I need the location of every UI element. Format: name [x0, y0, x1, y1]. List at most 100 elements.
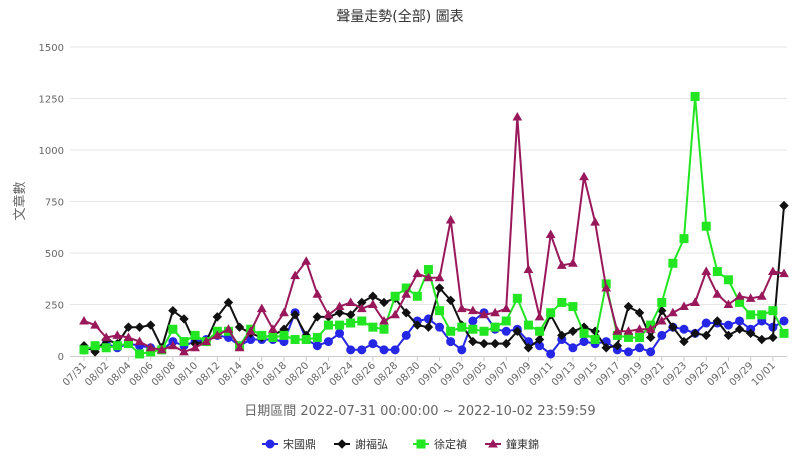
data-point	[212, 330, 223, 339]
data-point	[701, 266, 712, 276]
data-point	[745, 328, 756, 339]
data-point	[334, 301, 345, 311]
data-point	[412, 268, 423, 278]
legend-label: 謝福弘	[355, 437, 388, 451]
data-point	[379, 324, 389, 334]
data-point	[401, 289, 412, 298]
data-point	[468, 305, 478, 315]
data-point	[756, 291, 767, 300]
data-point	[368, 291, 378, 301]
data-point	[356, 303, 367, 313]
x-tick-label: 09/11	[528, 360, 556, 388]
x-tick-label: 09/21	[639, 360, 667, 388]
data-point	[145, 342, 156, 352]
x-tick-label: 09/05	[461, 360, 489, 388]
data-point	[523, 320, 533, 330]
data-point	[568, 258, 578, 267]
legend-item[interactable]: 徐定禎	[413, 437, 467, 451]
data-point	[323, 320, 333, 330]
data-point	[745, 293, 756, 302]
data-point	[757, 334, 767, 345]
x-tick-label: 08/10	[172, 360, 200, 388]
x-tick-label: 08/02	[83, 360, 111, 388]
x-axis-ticks: 07/3108/0208/0408/0608/0808/1008/1208/14…	[61, 356, 778, 389]
data-point	[757, 310, 767, 320]
data-point	[434, 272, 445, 282]
data-point	[412, 320, 423, 330]
data-point	[390, 309, 400, 319]
data-point	[190, 342, 200, 352]
data-point	[223, 297, 234, 308]
data-point	[601, 343, 611, 353]
data-point	[556, 260, 567, 269]
data-point	[468, 336, 478, 347]
data-point	[456, 303, 467, 313]
data-point	[190, 330, 200, 340]
data-point	[690, 297, 700, 306]
data-point	[435, 306, 445, 316]
data-point	[445, 215, 456, 224]
x-tick-label: 09/29	[728, 360, 756, 388]
data-point	[145, 320, 156, 330]
x-tick-label: 08/08	[150, 360, 178, 388]
data-point	[612, 340, 623, 351]
data-point	[123, 332, 134, 341]
data-point	[423, 322, 434, 332]
data-point	[712, 316, 723, 326]
legend-item[interactable]: 鐘東錦	[485, 437, 539, 451]
data-point	[679, 301, 689, 311]
x-tick-label: 08/04	[105, 360, 133, 388]
data-point	[446, 337, 456, 347]
legend-symbol	[488, 438, 498, 448]
data-point	[645, 332, 656, 343]
x-tick-label: 09/01	[417, 360, 445, 388]
data-point	[312, 289, 323, 298]
data-point	[368, 322, 378, 332]
legend-item[interactable]: 謝福弘	[334, 437, 388, 451]
data-point	[590, 335, 600, 345]
series-line	[83, 95, 785, 355]
data-point	[446, 326, 456, 336]
x-tick-label: 08/26	[350, 360, 378, 388]
legend-label: 宋國鼎	[283, 437, 316, 451]
legend[interactable]: 宋國鼎 謝福弘 徐定禎 鐘東錦	[262, 437, 539, 451]
data-point	[112, 341, 122, 351]
x-tick-label: 08/12	[194, 360, 222, 388]
data-point	[645, 324, 656, 333]
data-point	[390, 345, 400, 355]
data-point	[579, 328, 589, 338]
data-point	[135, 349, 145, 359]
data-point	[635, 343, 645, 353]
data-point	[690, 91, 700, 101]
data-point	[479, 326, 489, 336]
series-line	[83, 311, 785, 355]
data-point	[723, 275, 733, 285]
x-tick-label: 09/23	[661, 360, 689, 388]
x-tick-label: 08/18	[261, 360, 289, 388]
y-tick-label: 1500	[39, 43, 64, 54]
legend-symbol	[337, 439, 347, 449]
data-point	[368, 339, 378, 349]
data-point	[601, 283, 612, 292]
data-point	[401, 308, 411, 318]
legend-item[interactable]: 宋國鼎	[262, 437, 316, 451]
data-point	[568, 302, 578, 312]
x-tick-label: 08/20	[283, 360, 311, 388]
data-point	[346, 318, 356, 328]
data-point	[168, 324, 178, 334]
data-point	[357, 316, 367, 326]
data-point	[134, 336, 145, 346]
data-point	[179, 314, 189, 324]
data-point	[723, 320, 733, 330]
chart-title: 聲量走勢(全部) 圖表	[336, 8, 463, 25]
series-group	[79, 91, 789, 359]
data-point	[668, 258, 678, 268]
data-point	[290, 335, 300, 345]
data-point	[501, 326, 511, 336]
data-point	[179, 346, 189, 356]
x-tick-label: 08/24	[328, 360, 356, 388]
data-point	[657, 297, 667, 307]
data-point	[623, 347, 633, 357]
legend-label: 鐘東錦	[506, 437, 539, 451]
